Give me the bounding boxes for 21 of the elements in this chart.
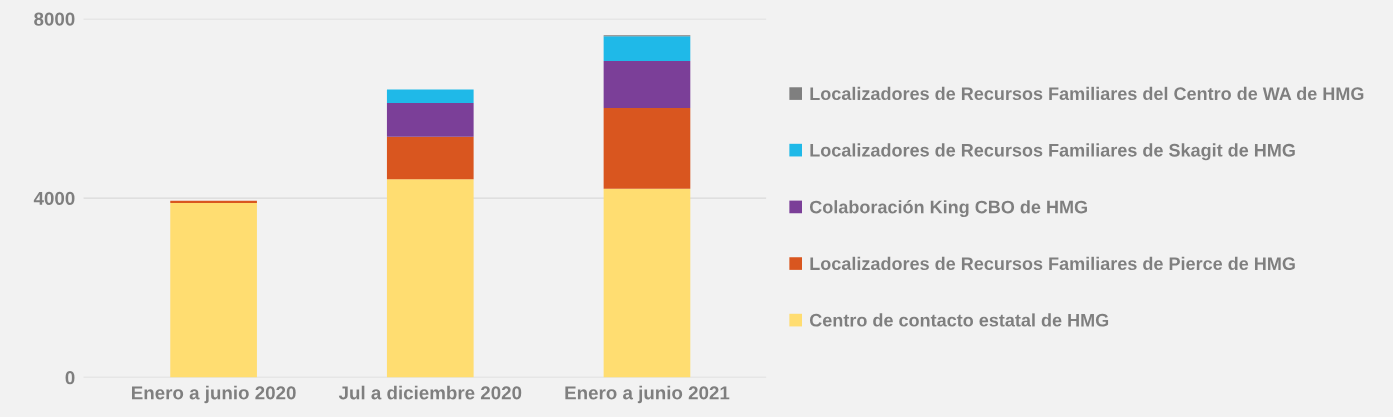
y-tick-label: 8000 [34, 12, 75, 26]
y-tick-label: 4000 [33, 191, 75, 206]
legend-label: Colaboración King CBO de HMG [809, 200, 1087, 218]
legend-label: Localizadores de Recursos Familiares de Pierce de HMG [810, 256, 1295, 271]
bar [386, 179, 474, 378]
legend-label: Centro de contacto estatal de HMG [809, 313, 1109, 327]
legend-label: Localizadores de Recursos Familiares del Centro de WA de HMG [810, 86, 1364, 101]
bar [603, 107, 691, 189]
bar [603, 36, 691, 61]
x-tick-label: Enero a junio 2021 [565, 385, 730, 404]
bar [170, 203, 257, 378]
x-tick-label: Enero a junio 2020 [132, 385, 296, 404]
legend-label: Localizadores de Recursos Familiares de Skagit de HMG [810, 143, 1295, 161]
bar [603, 188, 691, 378]
bar [603, 60, 691, 108]
x-tick-label: Jul a diciembre 2020 [338, 385, 522, 400]
bar [386, 136, 474, 180]
bar [386, 89, 474, 104]
y-tick-label: 0 [65, 371, 75, 385]
bar [170, 200, 257, 204]
bar [386, 103, 474, 137]
